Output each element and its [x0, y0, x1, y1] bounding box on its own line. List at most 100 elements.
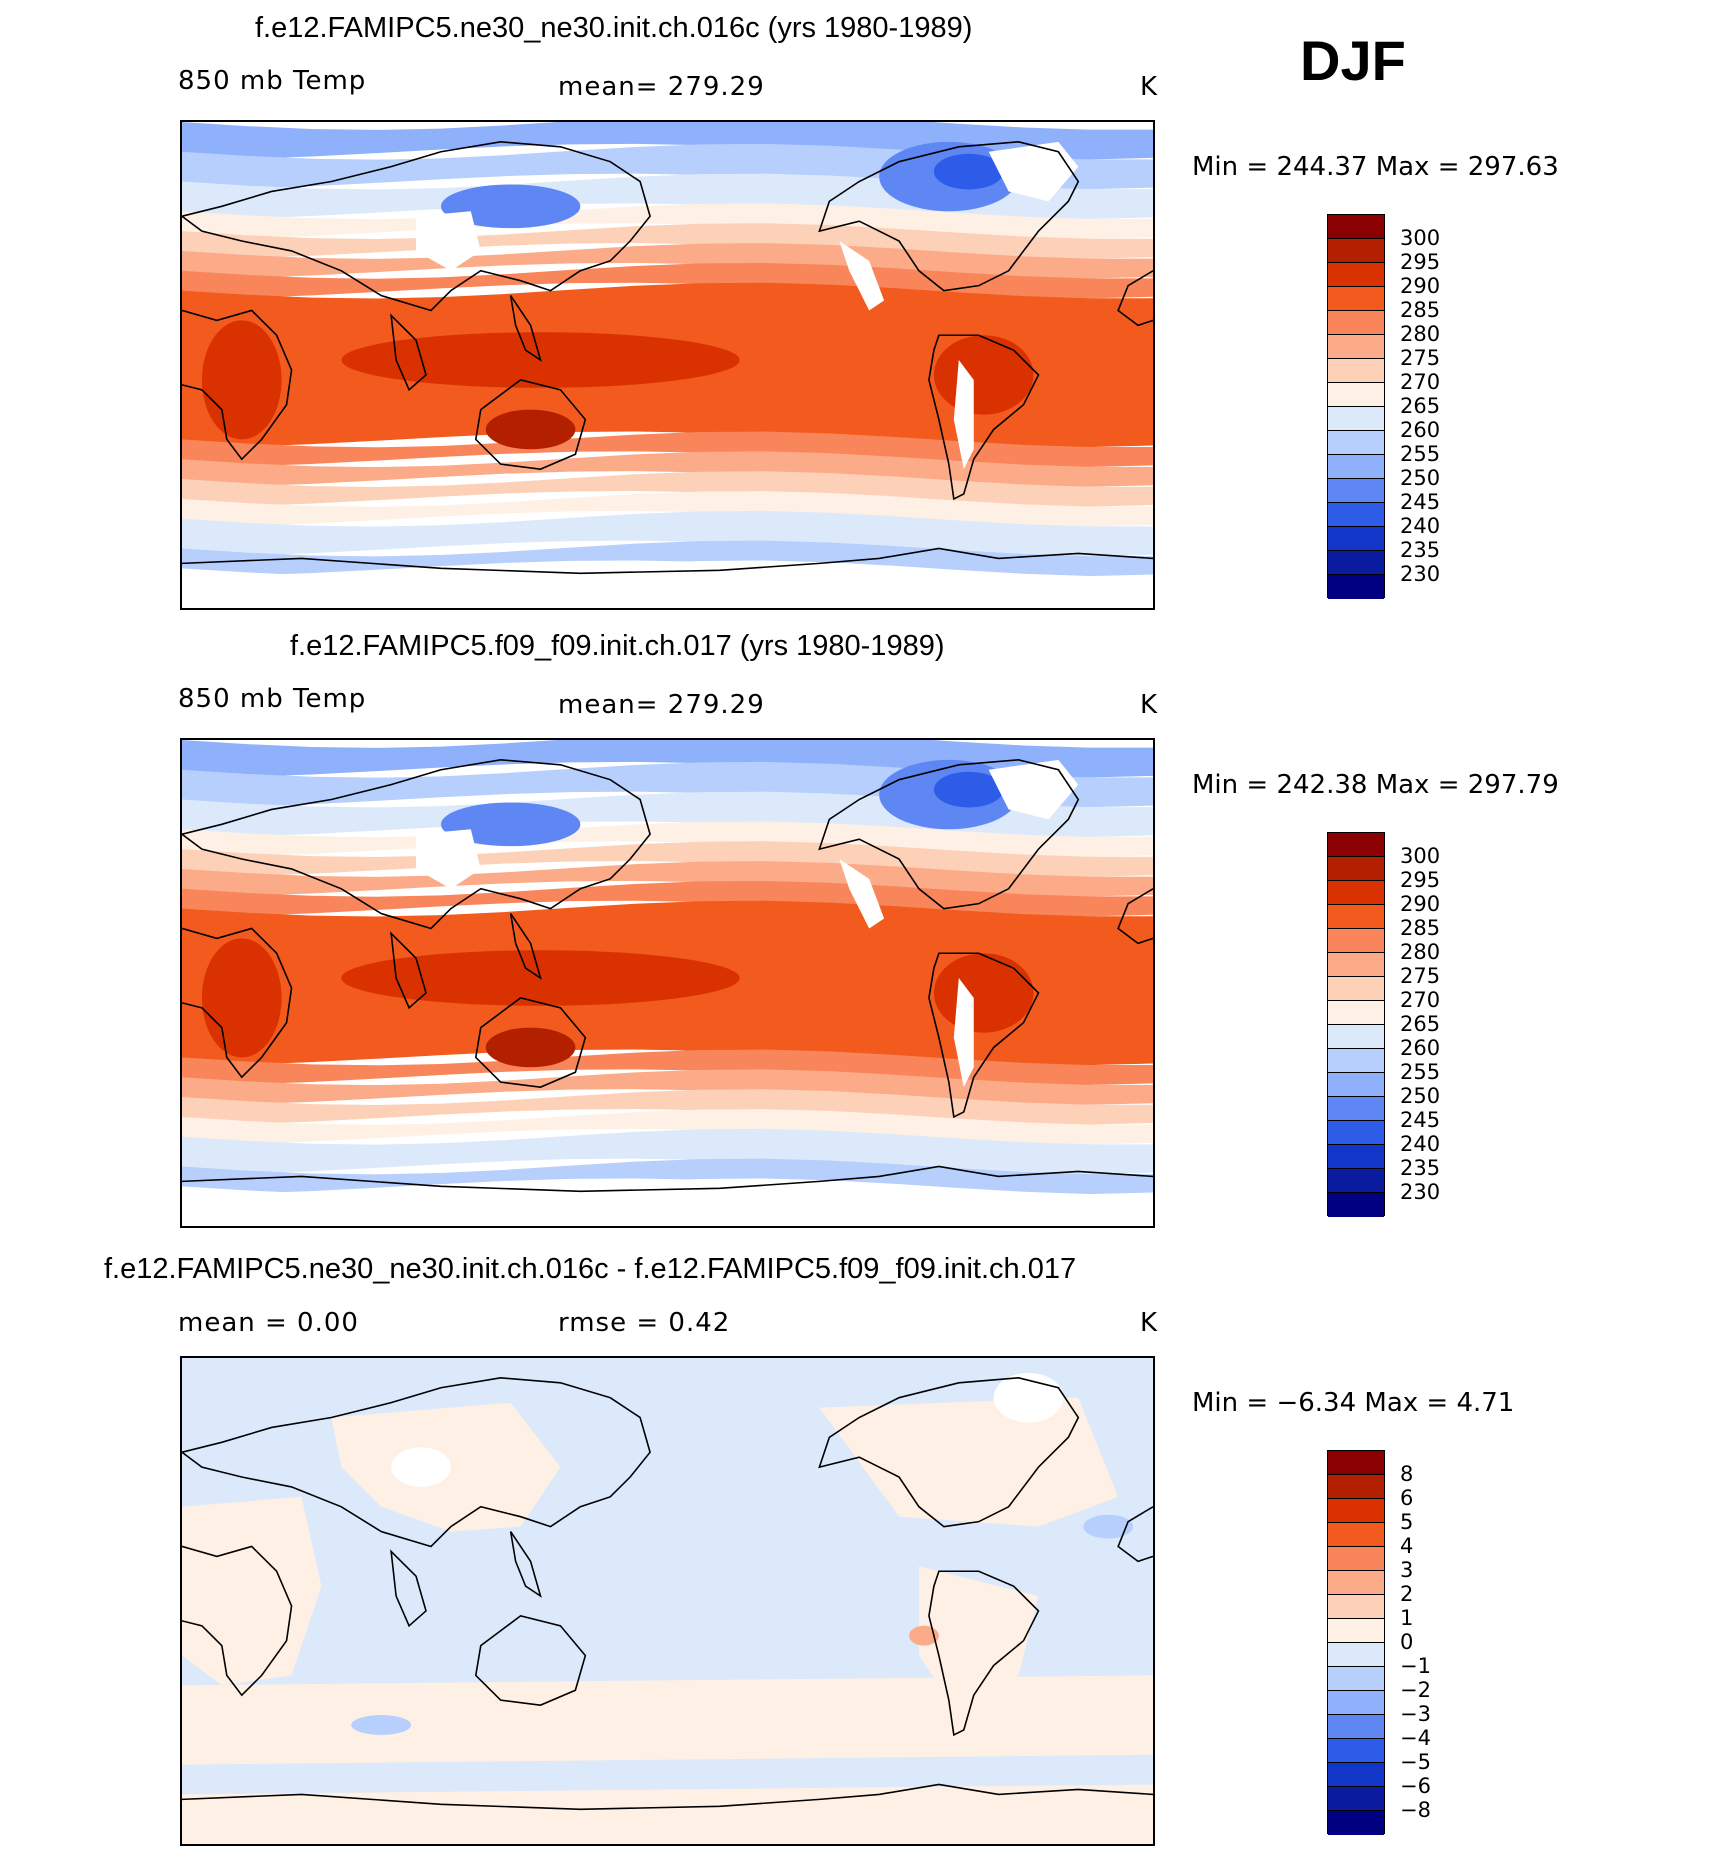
colorbar-swatch: [1328, 1715, 1384, 1739]
minmax-label: Min = −6.34 Max = 4.71: [1192, 1388, 1515, 1418]
colorbar-swatch: [1328, 1121, 1384, 1145]
units-label: K: [1140, 690, 1159, 720]
colorbar-swatch: [1328, 1097, 1384, 1121]
colorbar-swatch: [1328, 1001, 1384, 1025]
colorbar-swatch: [1328, 1547, 1384, 1571]
colorbar-swatch: [1328, 311, 1384, 335]
colorbar-swatch: [1328, 503, 1384, 527]
colorbar-swatch: [1328, 977, 1384, 1001]
coastline: [390, 1549, 427, 1628]
colorbar-tick-label: 255: [1400, 1060, 1441, 1084]
coastline: [182, 759, 651, 930]
contour-band: [182, 1128, 1153, 1175]
colorbar: [1327, 1450, 1385, 1835]
colorbar-swatch: [1328, 857, 1384, 881]
coastline: [509, 1531, 542, 1598]
colorbar-tick-label: 250: [1400, 466, 1441, 490]
colorbar-swatch: [1328, 1145, 1384, 1169]
coastline: [182, 1377, 651, 1548]
colorbar-swatch: [1328, 1451, 1384, 1475]
colorbar-tick-label: 275: [1400, 346, 1441, 370]
coastline: [182, 547, 1153, 575]
colorbar-tick-label: 260: [1400, 418, 1441, 442]
contour-band: [182, 510, 1153, 557]
colorbar: [1327, 832, 1385, 1217]
colorbar-swatch: [1328, 239, 1384, 263]
colorbar-tick-label: 285: [1400, 916, 1441, 940]
panel-title: f.e12.FAMIPC5.ne30_ne30.init.ch.016c - f…: [104, 1253, 1077, 1285]
colorbar-swatch: [1328, 1073, 1384, 1097]
colorbar-tick-label: −3: [1400, 1702, 1431, 1726]
season-label: DJF: [1300, 29, 1406, 92]
colorbar-swatch: [1328, 551, 1384, 575]
colorbar-tick-label: 240: [1400, 514, 1441, 538]
coastline: [818, 141, 1080, 292]
coastline: [509, 913, 542, 980]
colorbar-tick-label: 270: [1400, 370, 1441, 394]
contour-band: [182, 1178, 1153, 1226]
colorbar-tick-label: −1: [1400, 1654, 1431, 1678]
coastline: [818, 759, 1080, 910]
colorbar-tick-label: 3: [1400, 1558, 1414, 1582]
colorbar-swatch: [1328, 263, 1384, 287]
colorbar-tick-label: 280: [1400, 940, 1441, 964]
coastline: [818, 1377, 1080, 1528]
coastline: [509, 295, 542, 362]
colorbar-swatch: [1328, 1619, 1384, 1643]
colorbar-swatch: [1328, 1811, 1384, 1835]
coastline: [182, 141, 651, 312]
units-label: K: [1140, 1308, 1159, 1338]
colorbar-swatch: [1328, 1643, 1384, 1667]
colorbar-tick-label: 1: [1400, 1606, 1414, 1630]
colorbar-tick-label: 295: [1400, 250, 1441, 274]
colorbar-tick-label: 250: [1400, 1084, 1441, 1108]
colorbar-tick-label: −6: [1400, 1774, 1431, 1798]
colorbar-swatch: [1328, 1169, 1384, 1193]
variable-label: 850 mb Temp: [178, 66, 367, 96]
coastline: [1117, 888, 1153, 945]
colorbar-tick-label: 290: [1400, 274, 1441, 298]
colorbar-swatch: [1328, 431, 1384, 455]
colorbar-swatch: [1328, 287, 1384, 311]
coastline: [474, 379, 587, 470]
colorbar-tick-label: −5: [1400, 1750, 1431, 1774]
colorbar-tick-label: −4: [1400, 1726, 1431, 1750]
colorbar-swatch: [1328, 407, 1384, 431]
colorbar-swatch: [1328, 215, 1384, 239]
colorbar-tick-label: 245: [1400, 1108, 1441, 1132]
map-panel-1: [180, 120, 1155, 610]
panel-title: f.e12.FAMIPC5.f09_f09.init.ch.017 (yrs 1…: [290, 630, 945, 662]
colorbar-swatch: [1328, 575, 1384, 599]
units-label: K: [1140, 72, 1159, 102]
colorbar-tick-label: 0: [1400, 1630, 1414, 1654]
mean-label: mean= 279.29: [558, 72, 765, 102]
colorbar-tick-label: 280: [1400, 322, 1441, 346]
colorbar-tick-label: 260: [1400, 1036, 1441, 1060]
colorbar-swatch: [1328, 1787, 1384, 1811]
colorbar-tick-label: 270: [1400, 988, 1441, 1012]
coastline: [182, 927, 293, 1079]
mean-label: mean = 0.00: [178, 1308, 359, 1338]
temperature-map: [182, 740, 1153, 1226]
colorbar-tick-label: 265: [1400, 1012, 1441, 1036]
coastline: [182, 1545, 293, 1697]
colorbar-swatch: [1328, 1049, 1384, 1073]
colorbar-swatch: [1328, 833, 1384, 857]
coastline: [474, 1615, 587, 1706]
coastline: [182, 309, 293, 461]
coastline: [928, 1570, 1040, 1737]
coastline: [182, 1783, 1153, 1811]
colorbar-swatch: [1328, 455, 1384, 479]
colorbar-tick-label: 230: [1400, 562, 1441, 586]
colorbar-swatch: [1328, 383, 1384, 407]
minmax-label: Min = 242.38 Max = 297.79: [1192, 770, 1559, 800]
colorbar-swatch: [1328, 527, 1384, 551]
coastline: [928, 952, 1040, 1119]
colorbar-tick-label: 235: [1400, 538, 1441, 562]
colorbar-tick-label: 235: [1400, 1156, 1441, 1180]
colorbar-swatch: [1328, 1523, 1384, 1547]
colorbar-tick-label: 4: [1400, 1534, 1414, 1558]
colorbar-tick-label: −8: [1400, 1798, 1431, 1822]
contour-band: [182, 560, 1153, 608]
colorbar-tick-label: 275: [1400, 964, 1441, 988]
